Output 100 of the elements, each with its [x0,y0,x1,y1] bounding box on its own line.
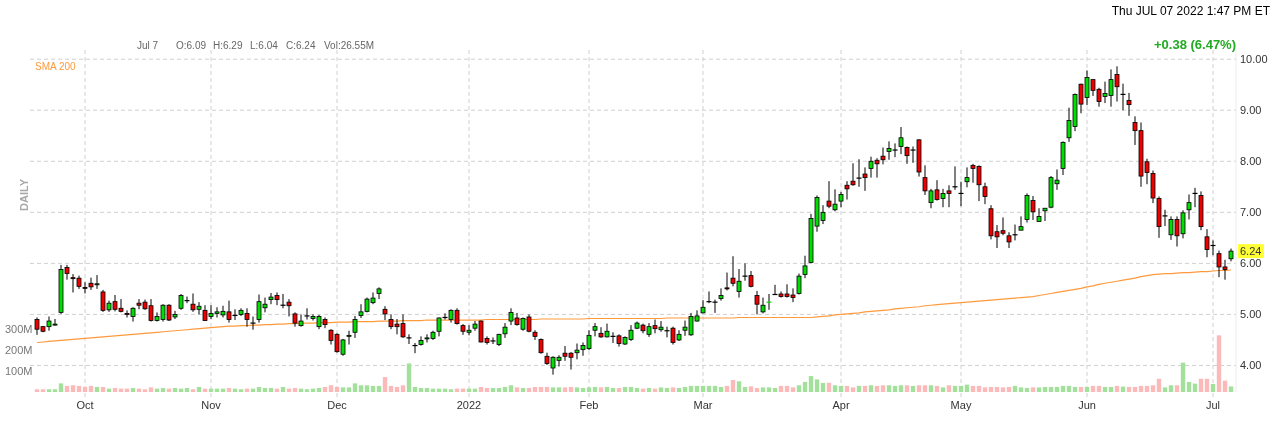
x-tick-label: Jun [1078,399,1096,411]
bar [532,386,538,392]
candlestick [754,290,760,315]
bar [70,385,76,392]
annotation: Jul 7 [137,40,159,51]
bar [886,385,892,392]
bar [790,387,796,392]
bar [1174,385,1180,392]
bar [808,376,814,392]
bar [814,379,820,392]
annotation: +0.38 (6.47%) [1153,37,1236,52]
bar [1132,386,1138,392]
bar [1186,381,1192,392]
candlestick [898,126,904,155]
bar [328,385,334,392]
bar [880,385,886,392]
y2-tick-label: 300M [5,323,33,336]
bar [832,385,838,392]
bar [1042,386,1048,392]
bar [364,385,370,392]
y-tick-label: 8.00 [1240,155,1262,168]
bar [358,385,364,392]
bar [382,377,388,392]
bar [604,386,610,392]
bar [1204,378,1210,392]
candlestick [382,305,388,321]
bar [1210,384,1216,392]
text: SMA 200 [35,61,77,72]
bar [922,385,928,392]
bar [34,389,40,392]
bar [58,383,64,392]
bar [544,386,550,392]
x-tick-label: Dec [327,399,348,411]
bar [448,389,454,392]
candlestick [532,329,538,341]
candlestick [982,182,988,205]
annotation: Vol:26.55M [324,40,375,51]
bar [280,386,286,392]
y2-tick-label: 100M [5,365,33,378]
bar [1126,386,1132,392]
candlestick [718,287,724,302]
bar [562,387,568,392]
y-tick-label: 7.00 [1240,206,1262,219]
candlestick [964,166,970,188]
candlestick [1036,207,1042,223]
annotation: 6.24 [1240,245,1262,258]
bar [304,389,310,392]
bar [82,386,88,392]
bar [850,387,856,392]
y-tick-label: 4.00 [1240,359,1262,372]
bar [994,386,1000,392]
bar [802,381,808,392]
candlestick [1126,92,1132,117]
annotation: DAILY [18,178,30,211]
annotation: O:6.09 [176,40,207,51]
candlestick [376,286,382,300]
bar [538,386,544,392]
bar [142,389,148,392]
bar [1048,386,1054,392]
bar [748,386,754,392]
x-tick-label: Mar [693,399,713,411]
x-tick-label: May [950,399,972,411]
bar [1006,386,1012,392]
candlestick [796,273,802,295]
bar [1054,386,1060,392]
bar [670,387,676,392]
x-tick-label: Jul [1205,399,1221,411]
bar [820,382,826,392]
candlestick [844,180,850,201]
bar [196,386,202,392]
bar [190,389,196,392]
y-tick-label: 9.00 [1240,104,1262,117]
candlestick [1006,231,1012,249]
bar [898,385,904,392]
bar [928,385,934,392]
bar [730,380,736,392]
bar [1162,387,1168,392]
candlestick [352,315,358,339]
bar [574,387,580,392]
bar [1078,386,1084,392]
bar [406,363,412,392]
bar [502,386,508,392]
bar [238,389,244,392]
bar [1168,385,1174,392]
candlestick [838,191,844,208]
bar [940,387,946,392]
bar [412,386,418,392]
candlestick [1186,193,1192,220]
candlestick [82,281,88,294]
bar [1108,386,1114,392]
candlestick [850,162,856,187]
bar [1228,386,1234,392]
bar [52,389,58,392]
bar [400,385,406,392]
annotation: L:6.04 [250,40,279,51]
bar [46,389,52,392]
bar [736,381,742,392]
y-tick-label: 5.00 [1240,308,1262,321]
bar [1072,386,1078,392]
bar [148,387,154,392]
